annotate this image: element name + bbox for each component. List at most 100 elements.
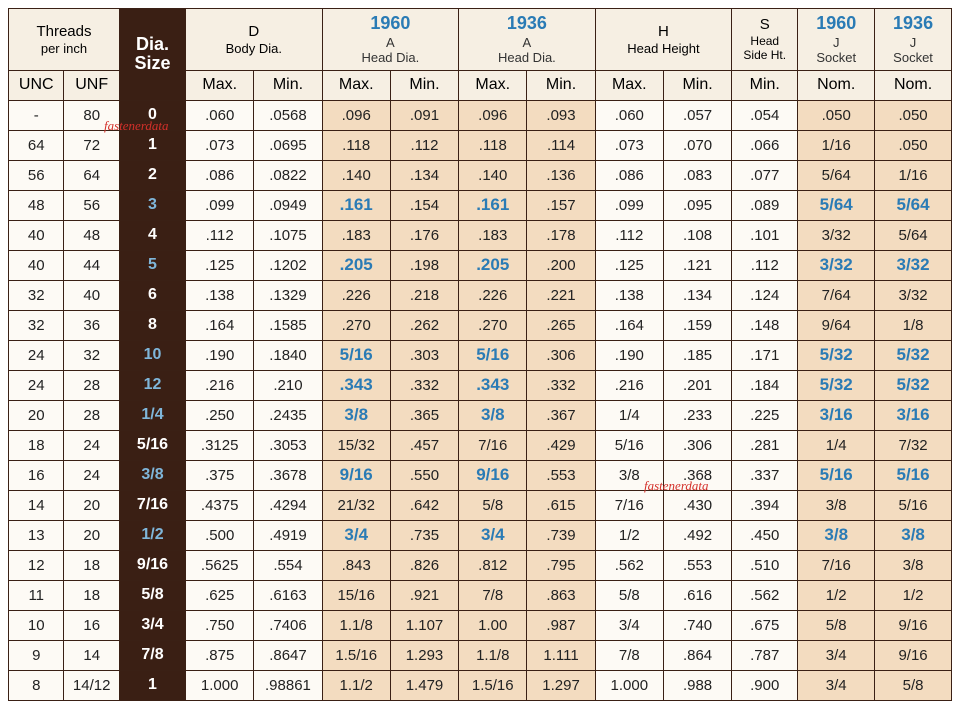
sub-a60-max: Max.	[322, 70, 390, 100]
cell: .988	[663, 670, 731, 700]
cell: 5/8	[459, 490, 527, 520]
cell: .054	[732, 100, 798, 130]
cell: .083	[663, 160, 731, 190]
cell: .164	[186, 310, 254, 340]
cell: .394	[732, 490, 798, 520]
table-row: 9147/8.875.86471.5/161.2931.1/81.1117/8.…	[9, 640, 952, 670]
cell: .864	[663, 640, 731, 670]
cell: 16	[9, 460, 64, 490]
cell: .343	[322, 370, 390, 400]
cell: .200	[527, 250, 595, 280]
cell: 3/16	[875, 400, 952, 430]
cell: 12	[119, 370, 185, 400]
hdr-side-ht: S Head Side Ht.	[732, 9, 798, 71]
cell: .091	[390, 100, 458, 130]
hdr-1936-A: 1936 A Head Dia.	[459, 9, 596, 71]
cell: .057	[663, 100, 731, 130]
table-row: 32406.138.1329.226.218.226.221.138.134.1…	[9, 280, 952, 310]
cell: .226	[459, 280, 527, 310]
cell: 28	[64, 370, 119, 400]
cell: .562	[595, 550, 663, 580]
cell: 5/16	[875, 460, 952, 490]
cell: .270	[322, 310, 390, 340]
cell: .112	[595, 220, 663, 250]
cell: .375	[186, 460, 254, 490]
cell: 5/64	[875, 220, 952, 250]
cell: 64	[9, 130, 64, 160]
cell: .093	[527, 100, 595, 130]
cell: .096	[322, 100, 390, 130]
cell: 56	[64, 190, 119, 220]
cell: .198	[390, 250, 458, 280]
cell: .134	[390, 160, 458, 190]
table-row: 243210.190.18405/16.3035/16.306.190.185.…	[9, 340, 952, 370]
cell: 7/8	[119, 640, 185, 670]
cell: .8647	[254, 640, 322, 670]
cell: .221	[527, 280, 595, 310]
cell: .2435	[254, 400, 322, 430]
cell: .343	[459, 370, 527, 400]
cell: .616	[663, 580, 731, 610]
cell: .161	[322, 190, 390, 220]
cell: .265	[527, 310, 595, 340]
cell: 10	[9, 610, 64, 640]
cell: .550	[390, 460, 458, 490]
table-wrapper: Threads per inch Dia. Size D Body Dia. 1…	[8, 8, 952, 701]
cell: 40	[64, 280, 119, 310]
cell: .216	[186, 370, 254, 400]
sub-a36-min: Min.	[527, 70, 595, 100]
cell: 10	[119, 340, 185, 370]
cell: 5/64	[798, 160, 875, 190]
cell: .750	[186, 610, 254, 640]
cell: 72	[64, 130, 119, 160]
cell: 1/4	[595, 400, 663, 430]
table-row: 40484.112.1075.183.176.183.178.112.108.1…	[9, 220, 952, 250]
cell: 3/4	[119, 610, 185, 640]
cell: .218	[390, 280, 458, 310]
cell: .332	[390, 370, 458, 400]
cell: .070	[663, 130, 731, 160]
cell: 15/32	[322, 430, 390, 460]
cell: 9/16	[875, 610, 952, 640]
cell: 1.000	[186, 670, 254, 700]
cell: .178	[527, 220, 595, 250]
cell: .0568	[254, 100, 322, 130]
cell: .086	[595, 160, 663, 190]
cell: .112	[186, 220, 254, 250]
table-row: -800.060.0568.096.091.096.093.060.057.05…	[9, 100, 952, 130]
cell: 5/32	[798, 340, 875, 370]
cell: .138	[186, 280, 254, 310]
cell: .050	[875, 130, 952, 160]
cell: 24	[64, 430, 119, 460]
cell: 32	[9, 280, 64, 310]
cell: .060	[595, 100, 663, 130]
sub-unf: UNF	[64, 70, 119, 100]
cell: .112	[732, 250, 798, 280]
cell: 5/16	[875, 490, 952, 520]
cell: .787	[732, 640, 798, 670]
cell: 1.1/2	[322, 670, 390, 700]
cell: 1.293	[390, 640, 458, 670]
cell: .233	[663, 400, 731, 430]
hdr-threads: Threads per inch	[9, 9, 120, 71]
table-row: 12189/16.5625.554.843.826.812.795.562.55…	[9, 550, 952, 580]
cell: 1.000	[595, 670, 663, 700]
cell: 3/4	[459, 520, 527, 550]
cell: .510	[732, 550, 798, 580]
table-body: -800.060.0568.096.091.096.093.060.057.05…	[9, 100, 952, 700]
cell: 5/16	[459, 340, 527, 370]
cell: .185	[663, 340, 731, 370]
cell: .205	[322, 250, 390, 280]
cell: .190	[186, 340, 254, 370]
cell: 5/64	[875, 190, 952, 220]
cell: 3/4	[798, 640, 875, 670]
cell: .050	[875, 100, 952, 130]
cell: 1/4	[798, 430, 875, 460]
cell: .98861	[254, 670, 322, 700]
sub-a36-max: Max.	[459, 70, 527, 100]
cell: .1585	[254, 310, 322, 340]
cell: 3/8	[119, 460, 185, 490]
cell: .201	[663, 370, 731, 400]
cell: 3/8	[798, 520, 875, 550]
cell: 18	[9, 430, 64, 460]
